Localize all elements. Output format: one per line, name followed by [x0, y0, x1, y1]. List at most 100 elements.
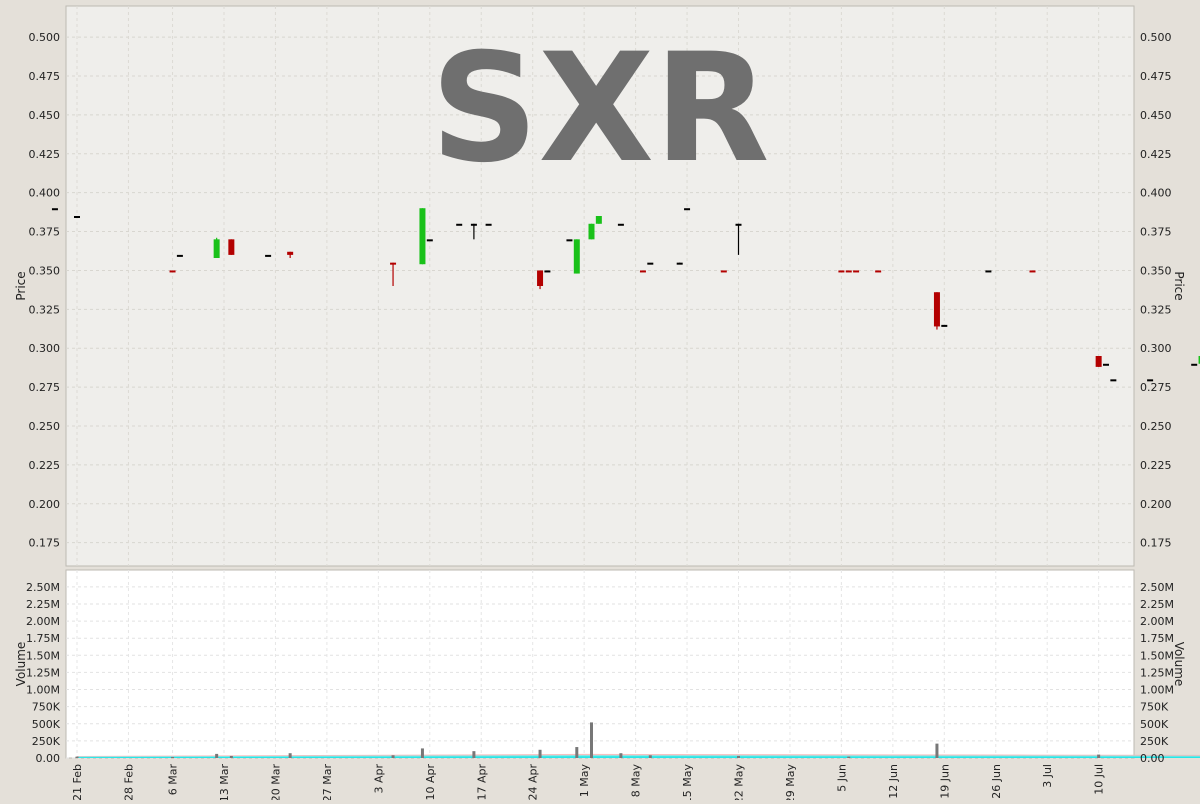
price-tick-left: 0.275 — [29, 381, 61, 394]
volume-tick-right: 2.25M — [1140, 598, 1174, 611]
candle-body — [52, 208, 58, 210]
volume-tick-left: 2.25M — [26, 598, 60, 611]
volume-tick-right: 1.00M — [1140, 684, 1174, 697]
price-tick-right: 0.275 — [1140, 381, 1172, 394]
volume-tick-left: 250K — [32, 735, 61, 748]
price-tick-left: 0.250 — [29, 420, 61, 433]
date-tick-label: 27 Mar — [321, 764, 334, 800]
volume-tick-right: 250K — [1140, 735, 1169, 748]
date-tick-label: 12 Jun — [887, 764, 900, 799]
price-tick-left: 0.325 — [29, 303, 61, 316]
candle-body — [941, 325, 947, 327]
price-tick-left: 0.500 — [29, 31, 61, 44]
date-tick-label: 5 Jun — [835, 764, 848, 792]
price-tick-right: 0.200 — [1140, 498, 1172, 511]
candle-body — [177, 255, 183, 257]
date-tick-label: 20 Mar — [269, 764, 282, 800]
volume-tick-left: 2.00M — [26, 615, 60, 628]
candle-body — [853, 270, 859, 272]
candle-body — [736, 224, 742, 226]
price-axis-title-left: Price — [14, 271, 28, 300]
price-tick-right: 0.450 — [1140, 109, 1172, 122]
candle-body — [721, 270, 727, 272]
volume-tick-left: 1.75M — [26, 632, 60, 645]
candle-body — [640, 270, 646, 272]
candle-body — [934, 292, 940, 326]
volume-tick-right: 1.25M — [1140, 666, 1174, 679]
candle-body — [471, 224, 477, 226]
candle-body — [265, 255, 271, 257]
candle-body — [544, 270, 550, 272]
price-tick-left: 0.400 — [29, 187, 61, 200]
price-axis-title-right: Price — [1172, 271, 1186, 300]
date-tick-label: 22 May — [733, 764, 746, 800]
volume-bar — [392, 755, 395, 758]
price-tick-right: 0.325 — [1140, 303, 1172, 316]
watermark-ticker: SXR — [430, 22, 769, 196]
volume-tick-right: 750K — [1140, 701, 1169, 714]
date-tick-label: 3 Jul — [1041, 764, 1054, 788]
candle-body — [419, 208, 425, 264]
price-tick-left: 0.375 — [29, 226, 61, 239]
volume-bar — [649, 755, 652, 758]
candle-body — [486, 224, 492, 226]
volume-bar — [935, 744, 938, 758]
candle-body — [390, 263, 396, 265]
candle-body — [985, 270, 991, 272]
volume-tick-left: 0.00 — [36, 752, 61, 765]
date-tick-label: 1 May — [578, 764, 591, 798]
price-tick-left: 0.300 — [29, 342, 61, 355]
date-tick-label: 3 Apr — [372, 764, 385, 794]
date-tick-label: 8 May — [630, 764, 643, 798]
price-tick-right: 0.300 — [1140, 342, 1172, 355]
volume-bar — [1097, 755, 1100, 758]
candle-body — [846, 270, 852, 272]
date-tick-label: 15 May — [681, 764, 694, 800]
volume-axis-title-right: Volume — [1172, 642, 1186, 687]
date-tick-label: 10 Jul — [1093, 764, 1106, 795]
price-tick-left: 0.175 — [29, 537, 61, 550]
volume-bar — [539, 750, 542, 758]
date-tick-label: 10 Apr — [424, 764, 437, 800]
candle-body — [596, 216, 602, 224]
candle-body — [427, 239, 433, 241]
price-tick-left: 0.450 — [29, 109, 61, 122]
candle-body — [170, 270, 176, 272]
candle-body — [1030, 270, 1036, 272]
date-tick-label: 24 Apr — [527, 764, 540, 800]
volume-bar — [847, 757, 850, 758]
price-tick-right: 0.400 — [1140, 187, 1172, 200]
volume-tick-left: 1.25M — [26, 666, 60, 679]
volume-bar — [76, 757, 79, 758]
candle-body — [537, 270, 543, 286]
price-tick-left: 0.225 — [29, 459, 61, 472]
date-tick-label: 17 Apr — [475, 764, 488, 800]
candle-body — [875, 270, 881, 272]
volume-tick-left: 750K — [32, 701, 61, 714]
candle-body — [1103, 364, 1109, 366]
candle-body — [287, 252, 293, 255]
candle-body — [228, 239, 234, 255]
volume-bar — [171, 757, 174, 758]
volume-bar — [619, 753, 622, 758]
price-tick-right: 0.475 — [1140, 70, 1172, 83]
price-tick-left: 0.350 — [29, 264, 61, 277]
candle-body — [618, 224, 624, 226]
candle-body — [566, 239, 572, 241]
volume-tick-left: 2.50M — [26, 581, 60, 594]
volume-tick-right: 1.50M — [1140, 649, 1174, 662]
candle-body — [677, 263, 683, 265]
candle-body — [1096, 356, 1102, 367]
volume-tick-left: 1.00M — [26, 684, 60, 697]
candle-body — [574, 239, 580, 273]
candle-body — [74, 216, 80, 218]
volume-tick-right: 0.00 — [1140, 752, 1165, 765]
price-tick-right: 0.175 — [1140, 537, 1172, 550]
volume-bar — [289, 753, 292, 758]
volume-tick-right: 2.00M — [1140, 615, 1174, 628]
date-tick-label: 19 Jun — [938, 764, 951, 799]
volume-bar — [575, 747, 578, 758]
volume-tick-right: 1.75M — [1140, 632, 1174, 645]
